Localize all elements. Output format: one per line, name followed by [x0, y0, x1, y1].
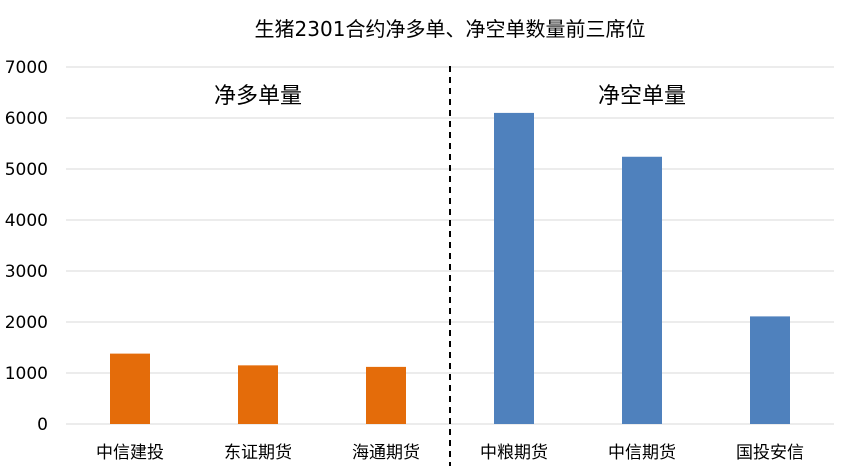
y-tick-label: 3000: [5, 262, 48, 282]
x-tick-label: 中信建投: [96, 443, 164, 463]
x-tick-label: 国投安信: [736, 443, 804, 463]
y-tick-label: 2000: [5, 313, 48, 333]
x-tick-label: 海通期货: [352, 443, 420, 463]
bar: [110, 353, 150, 424]
bars: [110, 112, 790, 425]
x-tick-label: 中粮期货: [480, 443, 548, 463]
x-tick-label: 东证期货: [224, 443, 292, 463]
group-label: 净空单量: [598, 84, 686, 109]
bar: [238, 365, 278, 424]
y-tick-label: 4000: [5, 211, 48, 231]
y-tick-label: 6000: [5, 109, 48, 129]
y-axis-ticks: 0 1000 2000 3000 4000 5000 6000 7000: [5, 58, 48, 435]
x-tick-label: 中信期货: [608, 443, 676, 463]
chart-title: 生猪2301合约净多单、净空单数量前三席位: [255, 17, 646, 41]
bar: [622, 156, 662, 424]
y-tick-label: 0: [37, 415, 48, 435]
bar: [366, 366, 406, 424]
group-labels: 净多单量 净空单量: [214, 84, 686, 109]
y-tick-label: 1000: [5, 364, 48, 384]
x-axis-categories: 中信建投 东证期货 海通期货 中粮期货 中信期货 国投安信: [96, 443, 804, 463]
y-tick-label: 7000: [5, 58, 48, 78]
bar: [494, 112, 534, 425]
group-label: 净多单量: [214, 84, 302, 109]
bar: [750, 316, 790, 424]
y-tick-label: 5000: [5, 160, 48, 180]
